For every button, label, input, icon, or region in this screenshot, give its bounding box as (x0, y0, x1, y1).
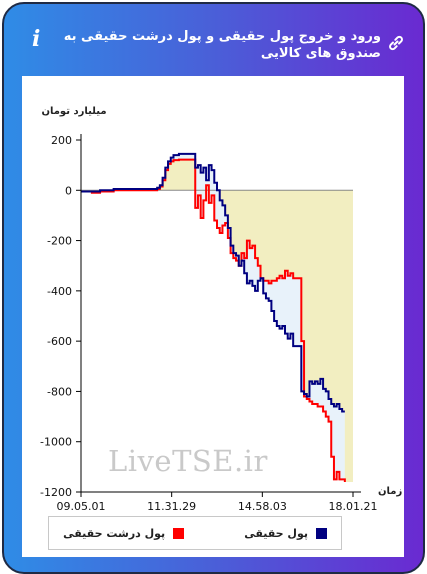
series-line-real-money (81, 152, 345, 413)
x-tick-label: 18.01.21 (329, 500, 378, 513)
legend-swatch-real-money (316, 527, 327, 539)
y-tick-label: -400 (47, 285, 72, 298)
y-tick-label: -600 (47, 335, 72, 348)
x-tick-label: 11.31.29 (147, 500, 196, 513)
y-tick-label: -200 (47, 235, 72, 248)
y-tick-label: -1200 (40, 486, 72, 499)
y-tick-label: 0 (65, 184, 72, 197)
x-axis-label: زمان (378, 486, 402, 497)
chart-panel: میلیارد تومان زمان 200 0 -200 -400 -600 -800 -… (22, 76, 404, 557)
legend-swatch-big-real-money (173, 527, 185, 539)
watermark: LiveTSE.ir (108, 444, 268, 478)
area-fill (81, 159, 353, 482)
x-tick-label: 09.05.01 (57, 500, 106, 513)
legend-label-real-money: پول حقیقی (244, 526, 308, 540)
card-header: i ورود و خروج پول حقیقی و پول درشت حقیقی… (4, 4, 423, 76)
chart-legend: پول حقیقی پول درشت حقیقی (48, 516, 342, 550)
x-tick-label: 14.58.03 (238, 500, 287, 513)
chart-svg: میلیارد تومان زمان 200 0 -200 -400 -600 -800 -… (40, 106, 402, 513)
series-line-big-real-money (81, 158, 346, 482)
y-tick-label: -1000 (40, 436, 72, 449)
chart-title: ورود و خروج پول حقیقی و پول درشت حقیقی ب… (63, 29, 381, 61)
legend-item-real-money[interactable]: پول حقیقی (244, 527, 327, 540)
y-axis-label: میلیارد تومان (41, 106, 106, 117)
series-band-fill (81, 153, 345, 482)
link-icon[interactable] (387, 34, 405, 52)
legend-item-big-real-money[interactable]: پول درشت حقیقی (63, 526, 185, 540)
y-tick-label: 200 (51, 134, 72, 147)
legend-label-big-real-money: پول درشت حقیقی (63, 526, 166, 540)
info-icon[interactable]: i (32, 26, 41, 52)
y-tick-label: -800 (47, 385, 72, 398)
